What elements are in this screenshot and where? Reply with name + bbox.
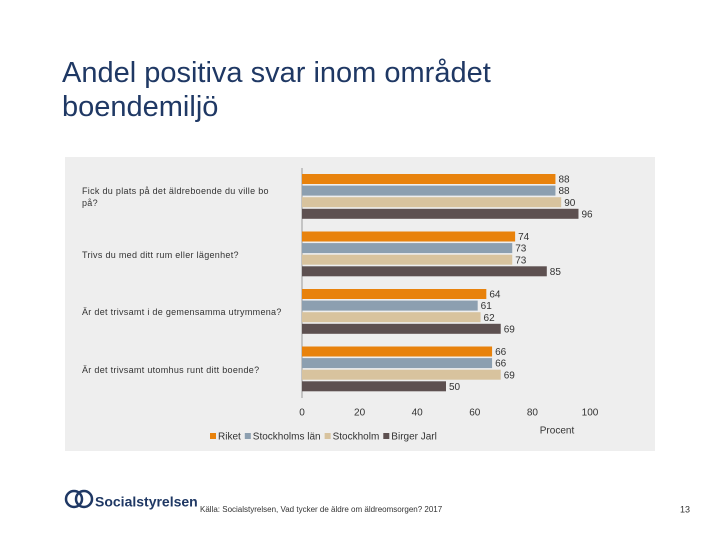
bar	[302, 346, 493, 357]
category-label: Fick du plats på det äldreboende du vill…	[82, 186, 269, 209]
bar	[302, 243, 513, 254]
data-label: 96	[581, 209, 593, 220]
bar	[302, 358, 493, 369]
bar	[302, 300, 478, 311]
data-label: 73	[515, 244, 527, 255]
bar	[302, 369, 501, 380]
legend-swatch	[383, 433, 390, 439]
slide-title: Andel positiva svar inom området boendem…	[62, 57, 491, 123]
legend-label: Birger Jarl	[391, 432, 437, 443]
x-tick-label: 0	[299, 408, 305, 419]
category-label: Trivs du med ditt rum eller lägenhet?	[82, 249, 239, 260]
data-label: 61	[481, 301, 493, 312]
data-label: 66	[495, 347, 507, 358]
bar	[302, 289, 487, 299]
source: Källa: Socialstyrelsen, Vad tycker de äl…	[200, 505, 443, 514]
category-label: Är det trivsamt i de gemensamma utrymmen…	[82, 307, 282, 318]
x-tick-label: 40	[412, 408, 424, 419]
logo	[64, 489, 94, 509]
data-label: 66	[495, 359, 507, 370]
bar	[302, 312, 481, 323]
data-label: 73	[515, 255, 527, 266]
data-label: 64	[489, 290, 501, 301]
x-tick-label: 20	[354, 408, 366, 419]
x-axis-label: Procent	[540, 426, 575, 437]
bar	[302, 208, 579, 219]
data-label: 69	[504, 370, 516, 381]
bar	[302, 231, 516, 242]
bar	[302, 323, 501, 334]
x-tick-label: 100	[582, 408, 599, 419]
page-number: 13	[680, 504, 690, 514]
bar	[302, 197, 562, 208]
brand: Socialstyrelsen	[95, 494, 198, 510]
data-label: 90	[564, 198, 576, 209]
legend-label: Stockholm	[333, 432, 380, 443]
data-label: 85	[550, 267, 562, 278]
legend-swatch	[210, 433, 216, 439]
bar	[302, 381, 446, 392]
data-label: 69	[504, 324, 516, 335]
x-tick-label: 80	[527, 408, 539, 419]
data-label: 62	[484, 313, 496, 324]
category-label: Är det trivsamt utomhus runt ditt boende…	[82, 364, 260, 375]
data-label: 74	[518, 232, 530, 243]
bar	[302, 185, 556, 196]
bar	[302, 254, 513, 265]
bar	[302, 266, 547, 277]
data-label: 88	[558, 175, 570, 186]
bar	[302, 174, 556, 184]
legend-label: Stockholms län	[253, 432, 321, 443]
legend-swatch	[244, 433, 251, 439]
legend-swatch	[324, 433, 331, 439]
x-tick-label: 60	[469, 408, 481, 419]
legend-label: Riket	[218, 432, 241, 443]
data-label: 50	[449, 382, 461, 393]
data-label: 88	[558, 186, 570, 197]
